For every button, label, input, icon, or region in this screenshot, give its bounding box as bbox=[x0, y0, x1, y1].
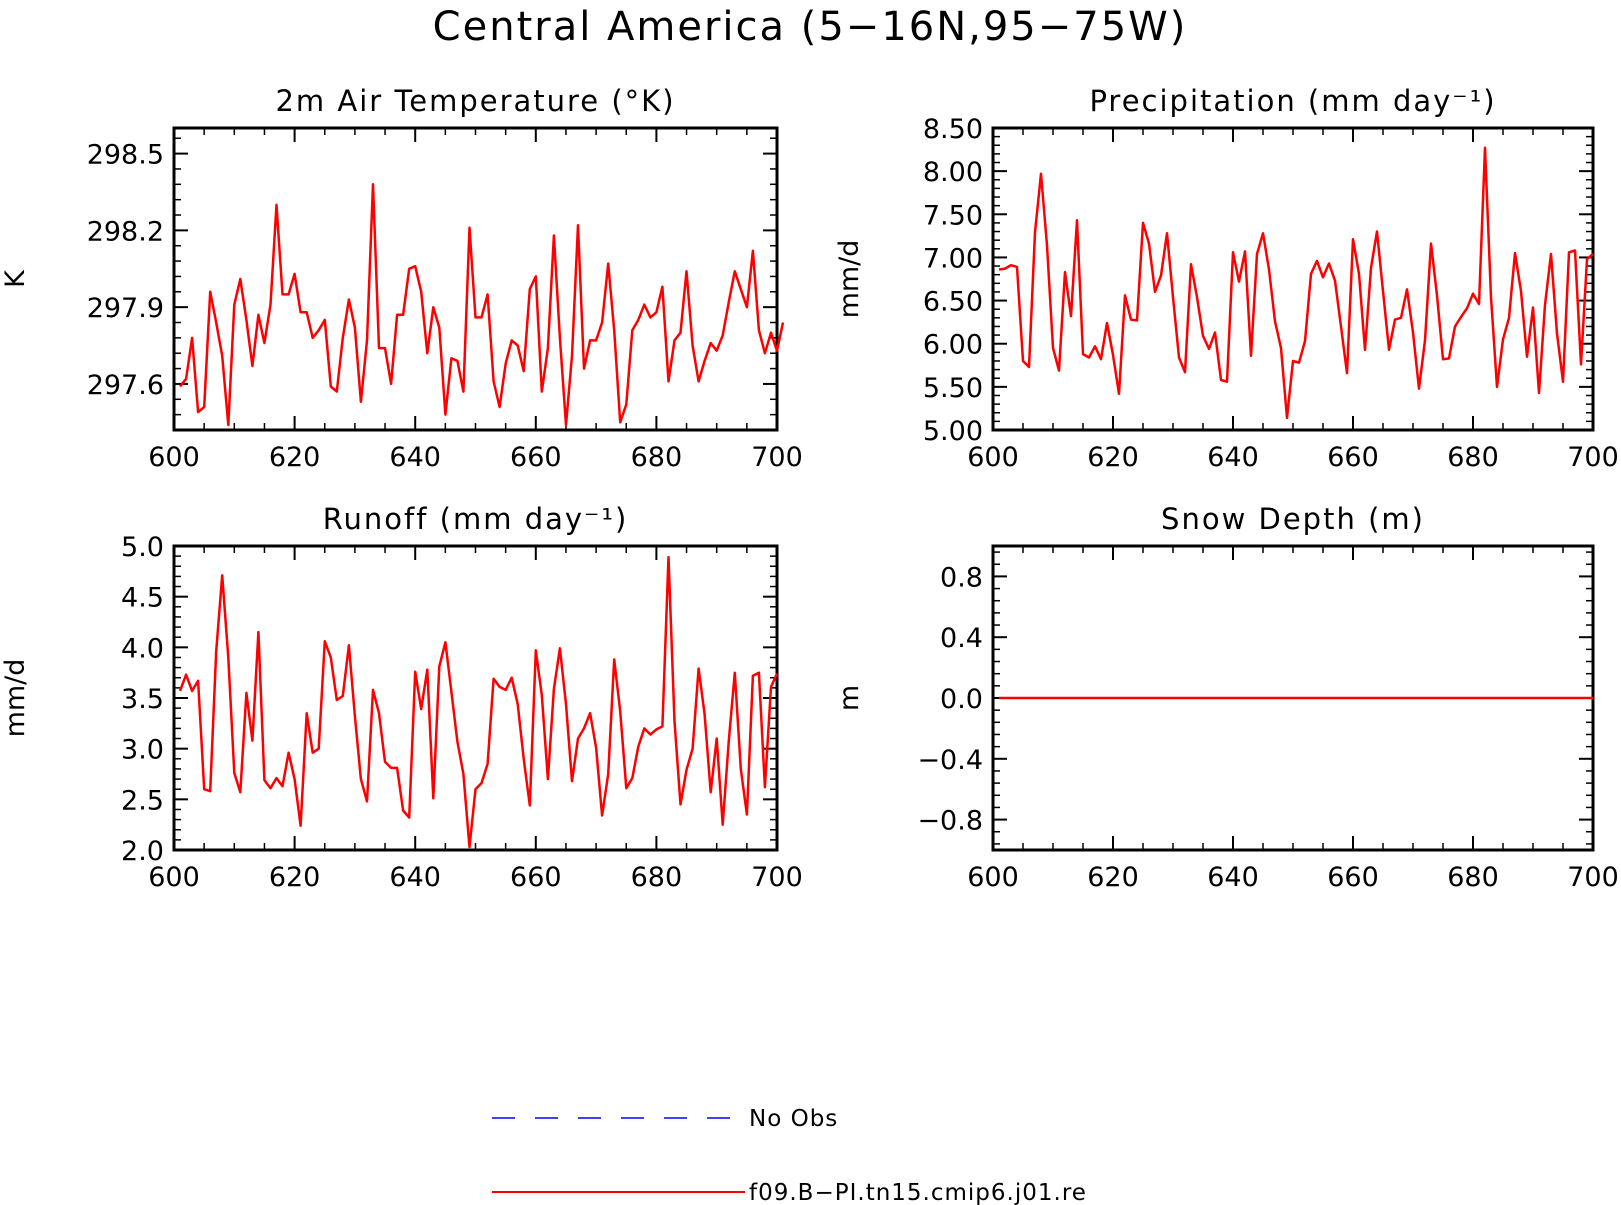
series-line bbox=[179, 183, 785, 427]
y-tick-label: 4.0 bbox=[121, 633, 164, 664]
x-tick-label: 640 bbox=[1207, 442, 1259, 473]
y-tick-label: 0.0 bbox=[940, 684, 983, 715]
x-tick-label: 700 bbox=[751, 442, 803, 473]
panel-snow-depth: Snow Depth (m) 600 620 640 660 680 700 −0.8 −0.4… bbox=[834, 502, 1619, 893]
x-tick-label: 660 bbox=[1327, 442, 1379, 473]
y-tick-label: 297.9 bbox=[87, 293, 164, 324]
x-tick-label: 600 bbox=[148, 862, 200, 893]
y-tick-label: 5.50 bbox=[923, 373, 983, 404]
x-tick-label: 600 bbox=[967, 442, 1019, 473]
x-tick-label: 620 bbox=[1087, 442, 1139, 473]
legend: No Obs f09.B−PI.tn15.cmip6.j01.re bbox=[492, 1106, 1087, 1205]
legend-label-model: f09.B−PI.tn15.cmip6.j01.re bbox=[749, 1180, 1087, 1205]
x-tick-label: 600 bbox=[148, 442, 200, 473]
panel-title: Runoff (mm day⁻¹) bbox=[323, 502, 629, 536]
x-tick-label: 660 bbox=[510, 442, 562, 473]
x-tick-label: 620 bbox=[269, 442, 321, 473]
panel-runoff: Runoff (mm day⁻¹) 600 620 640 660 680 700 2.0 2.… bbox=[0, 502, 803, 893]
x-tick-label: 680 bbox=[1447, 442, 1499, 473]
y-tick-label: 0.4 bbox=[940, 623, 983, 654]
panel-title: Precipitation (mm day⁻¹) bbox=[1089, 84, 1496, 118]
plot-frame bbox=[991, 126, 1595, 432]
y-tick-label: 5.0 bbox=[121, 532, 164, 563]
y-tick-label: 8.50 bbox=[923, 114, 983, 145]
y-tick-label: 298.2 bbox=[87, 216, 164, 247]
x-tick-label: 660 bbox=[1327, 862, 1379, 893]
x-tick-label: 660 bbox=[510, 862, 562, 893]
panels: 2m Air Temperature (°K) 600 620 640 660 680 70… bbox=[0, 84, 1619, 893]
y-tick-label: 4.5 bbox=[121, 583, 164, 614]
x-tick-label: 680 bbox=[631, 862, 683, 893]
y-tick-label: 298.5 bbox=[87, 140, 164, 171]
y-tick-label: 3.0 bbox=[121, 735, 164, 766]
legend-label-no-obs: No Obs bbox=[749, 1106, 838, 1132]
panel-title: 2m Air Temperature (°K) bbox=[275, 84, 675, 118]
x-tick-label: 620 bbox=[1087, 862, 1139, 893]
plot-frame bbox=[172, 544, 779, 852]
y-axis-label: m bbox=[834, 685, 865, 711]
y-tick-label: 5.00 bbox=[923, 416, 983, 447]
series-line bbox=[178, 555, 779, 849]
series-line bbox=[998, 146, 1594, 420]
x-tick-label: 600 bbox=[967, 862, 1019, 893]
panel-precipitation: Precipitation (mm day⁻¹) 600 620 640 660 680 7… bbox=[834, 84, 1619, 473]
x-tick-label: 640 bbox=[1207, 862, 1259, 893]
x-tick-label: 700 bbox=[1567, 862, 1619, 893]
x-tick-label: 640 bbox=[389, 862, 441, 893]
y-tick-label: −0.4 bbox=[917, 745, 983, 776]
y-tick-label: 2.0 bbox=[121, 836, 164, 867]
y-tick-label: −0.8 bbox=[917, 806, 983, 837]
y-tick-label: 8.00 bbox=[923, 157, 983, 188]
x-tick-label: 640 bbox=[389, 442, 441, 473]
y-tick-label: 7.00 bbox=[923, 243, 983, 274]
x-tick-label: 700 bbox=[751, 862, 803, 893]
panel-title: Snow Depth (m) bbox=[1161, 502, 1425, 536]
y-tick-label: 297.6 bbox=[87, 370, 164, 401]
y-tick-label: 3.5 bbox=[121, 684, 164, 715]
y-axis-label: mm/d bbox=[834, 240, 865, 319]
y-axis-label: mm/d bbox=[0, 659, 31, 738]
x-tick-label: 680 bbox=[1447, 862, 1499, 893]
figure-title: Central America (5−16N,95−75W) bbox=[433, 4, 1188, 50]
y-tick-label: 6.00 bbox=[923, 330, 983, 361]
x-tick-label: 620 bbox=[269, 862, 321, 893]
panel-air-temperature: 2m Air Temperature (°K) 600 620 640 660 680 70… bbox=[0, 84, 803, 473]
y-tick-label: 6.50 bbox=[923, 287, 983, 318]
y-tick-label: 7.50 bbox=[923, 200, 983, 231]
x-tick-label: 700 bbox=[1567, 442, 1619, 473]
x-tick-label: 680 bbox=[631, 442, 683, 473]
y-axis-label: K bbox=[0, 269, 31, 288]
y-tick-label: 2.5 bbox=[121, 785, 164, 816]
y-tick-label: 0.8 bbox=[940, 562, 983, 593]
